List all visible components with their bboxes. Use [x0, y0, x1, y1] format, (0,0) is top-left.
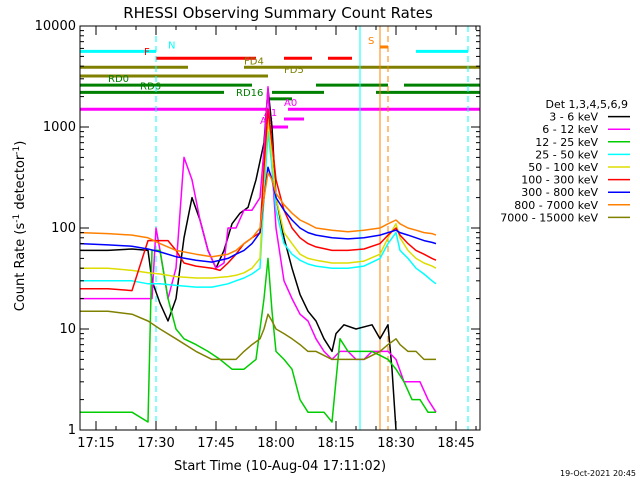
legend-label: 3 - 6 keV — [549, 111, 598, 124]
x-tick-label: 18:30 — [377, 436, 414, 451]
series-line — [79, 172, 437, 258]
series-line — [80, 249, 436, 423]
mode-label: RD6 — [140, 81, 161, 92]
y-tick-label: 10000 — [35, 19, 76, 34]
series-lines — [79, 86, 437, 431]
plot-frame — [79, 25, 481, 431]
x-tick-label: 18:00 — [257, 436, 294, 451]
x-tick-label: 18:45 — [437, 436, 474, 451]
x-tick-label: 17:30 — [137, 436, 174, 451]
mode-label: F — [144, 47, 150, 58]
y-tick-label: 100 — [51, 221, 76, 236]
legend-label: 50 - 100 keV — [528, 161, 598, 174]
mode-label: A0 — [284, 98, 297, 109]
y-tick-label: 10 — [59, 322, 76, 337]
legend-label: 300 - 800 keV — [521, 186, 598, 199]
mode-label: FD5 — [284, 65, 304, 76]
series-line — [80, 130, 437, 288]
legend-label: 6 - 12 keV — [542, 123, 598, 136]
legend-label: 800 - 7000 keV — [514, 199, 598, 212]
axes: 1 10 100 1000 10000 17:15 17:30 17:45 18:00 18:15… — [35, 19, 481, 451]
legend-label: 25 - 50 keV — [535, 148, 598, 161]
legend-title: Det 1,3,4,5,6,9 — [545, 98, 628, 111]
x-tick-label: 17:45 — [197, 436, 234, 451]
mode-label: FD4 — [244, 56, 264, 67]
mode-label: RD16 — [236, 88, 263, 99]
legend-label: 12 - 25 keV — [535, 136, 598, 149]
x-tick-label: 18:15 — [317, 436, 354, 451]
series-line — [80, 310, 436, 361]
chart-title: RHESSI Observing Summary Count Rates — [123, 4, 433, 22]
y-tick-label: 1000 — [43, 120, 76, 135]
mode-label: RD0 — [108, 74, 129, 85]
y-tick-label: 1 — [68, 423, 76, 438]
legend-label: 7000 - 15000 keV — [500, 211, 598, 224]
mode-label: S — [368, 36, 374, 47]
x-axis-label: Start Time (10-Aug-04 17:11:02) — [174, 459, 386, 474]
legend-label: 100 - 300 keV — [521, 174, 598, 187]
x-tick-label: 17:15 — [77, 436, 114, 451]
y-axis-label: Count Rate (s-1 detector-1) — [12, 141, 28, 312]
footer-date: 19-Oct-2021 20:45 — [560, 469, 636, 478]
series-line — [79, 166, 437, 263]
mode-label: N — [168, 40, 175, 51]
